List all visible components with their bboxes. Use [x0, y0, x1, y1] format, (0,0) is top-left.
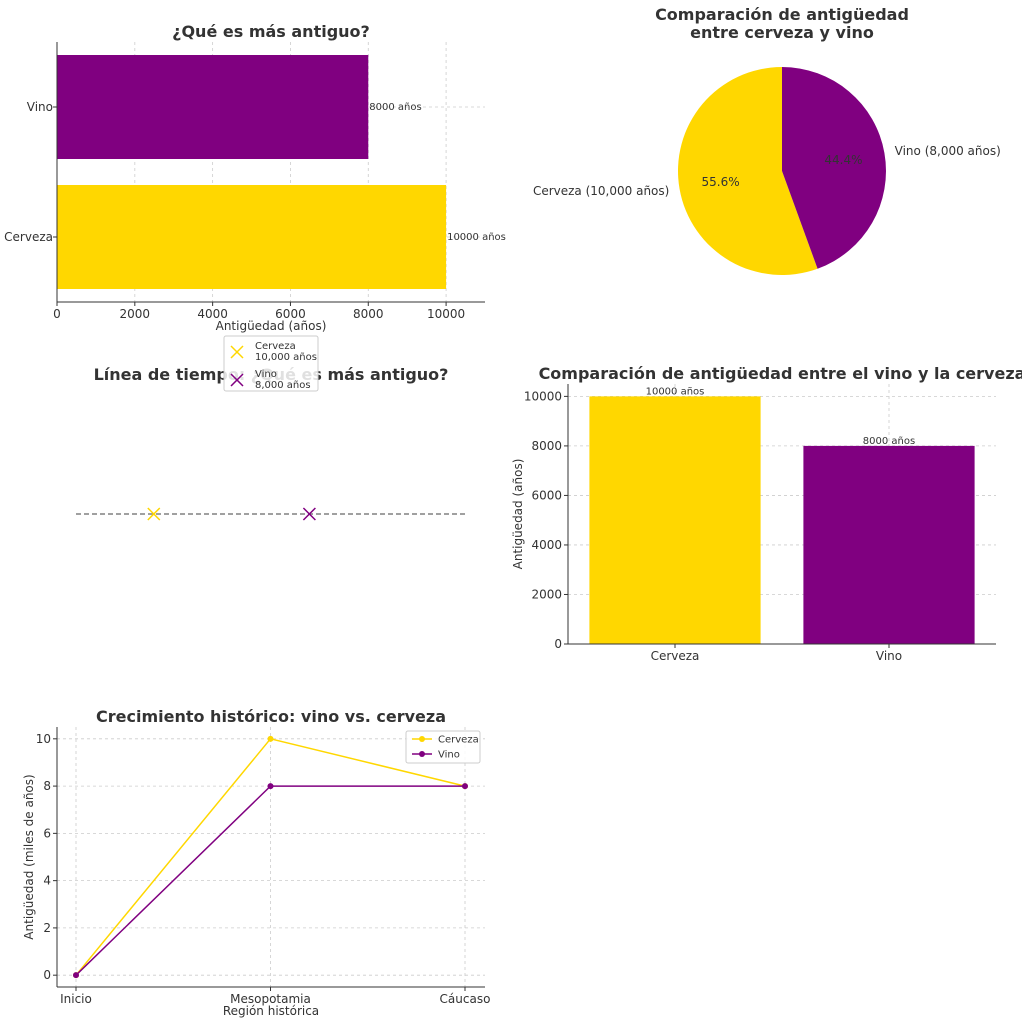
chart4-y-axis-label: Antigüedad (años)	[511, 459, 525, 570]
chart2-pie: 55.6% Cerveza (10,000 años) 44.4% Vino (8,0…	[533, 67, 1001, 276]
chart1-ytick-label-vino: Vino	[27, 100, 53, 114]
chart5-x-axis-label: Región histórica	[223, 1004, 319, 1018]
chart4-vertical-bar: Comparación de antigüedad entre el vino …	[511, 364, 1022, 663]
chart3-marker-vino	[302, 507, 316, 521]
chart3-legend-marker-cerveza	[230, 345, 244, 359]
chart3-legend-marker-vino	[230, 373, 244, 387]
chart3-legend-box	[223, 335, 319, 392]
chart5-xtick-label: Cáucaso	[440, 992, 491, 1006]
chart1-ytick-label-cerveza: Cerveza	[4, 230, 53, 244]
chart4-ytick-label: 0	[554, 637, 562, 651]
chart1-bar-cerveza	[57, 185, 447, 289]
chart4-xtick-label-vino: Vino	[876, 649, 902, 663]
chart5-ytick-label: 4	[43, 874, 51, 888]
chart1-xtick-label: 10000	[427, 307, 465, 321]
chart1-x-axis-label: Antigüedad (años)	[216, 319, 327, 333]
chart5-point-cerveza	[267, 735, 274, 742]
chart5-legend-marker-cerveza	[419, 736, 425, 742]
chart4-data-label-vino: 8000 años	[863, 436, 915, 447]
chart4-ytick-label: 2000	[531, 587, 562, 601]
chart1-xtick-label: 0	[53, 307, 61, 321]
chart5-xtick-label: Inicio	[60, 992, 92, 1006]
chart4-bar-vino	[803, 445, 975, 644]
chart1-bar-vino	[57, 55, 369, 159]
chart2-wedge-cerveza	[678, 67, 818, 276]
chart1-data-label-vino: 8000 años	[369, 102, 421, 113]
chart5-legend-marker-vino	[419, 751, 425, 757]
chart2-percent-label: 55.6%	[701, 175, 739, 189]
chart2-wedge-vino	[782, 67, 886, 269]
chart1-xtick-label: 6000	[275, 307, 306, 321]
chart1-data-label-cerveza: 10000 años	[447, 232, 506, 243]
chart4-ytick-label: 6000	[531, 488, 562, 502]
chart5-ytick-label: 0	[43, 968, 51, 982]
chart3-marker-cerveza	[147, 507, 161, 521]
chart5-ytick-label: 2	[43, 921, 51, 935]
chart5-legend-label-cerveza: Cerveza	[438, 735, 479, 746]
chart5-point-vino	[462, 783, 468, 790]
chart5-ytick-label: 6	[43, 826, 51, 840]
chart5-point-vino	[73, 972, 79, 979]
chart5-y-axis-label: Antigüedad (miles de años)	[22, 774, 36, 939]
chart3-legend-label-vino: Vino	[255, 369, 277, 380]
chart2-wedge-label: Cerveza (10,000 años)	[533, 184, 669, 198]
chart3-legend-label-cerveza: Cerveza	[255, 341, 296, 352]
chart3-timeline: Línea de tiempo: ¿Qué es más antiguo?Cer…	[76, 335, 465, 521]
chart5-ytick-label: 10	[36, 732, 51, 746]
chart2-wedge-label: Vino (8,000 años)	[895, 144, 1001, 158]
chart5-point-vino	[267, 783, 274, 790]
chart2-percent-label: 44.4%	[824, 153, 862, 167]
chart4-xtick-label-cerveza: Cerveza	[651, 649, 700, 663]
chart5-title: Crecimiento histórico: vino vs. cerveza	[96, 707, 446, 726]
chart5-ytick-label: 8	[43, 779, 51, 793]
chart1-xtick-label: 4000	[197, 307, 228, 321]
chart1-horizontal-bar: ¿Qué es más antiguo? 10000 años Cerveza 800…	[4, 22, 506, 333]
chart1-xtick-label: 2000	[120, 307, 151, 321]
chart4-title: Comparación de antigüedad entre el vino …	[539, 364, 1022, 383]
chart5-legend: Cerveza Vino	[405, 730, 481, 764]
chart1-xtick-label: 8000	[353, 307, 384, 321]
chart4-ytick-label: 10000	[524, 389, 562, 403]
chart1-title: ¿Qué es más antiguo?	[172, 22, 370, 41]
chart4-ytick-label: 4000	[531, 538, 562, 552]
chart5-line: Crecimiento histórico: vino vs. cerveza I…	[22, 707, 490, 1018]
chart4-data-label-cerveza: 10000 años	[646, 386, 705, 397]
chart2-title-line-2: entre cerveza y vino	[690, 23, 874, 42]
chart3-legend-label-vino: 8,000 años	[255, 380, 311, 391]
chart5-xtick-label: Mesopotamia	[230, 992, 311, 1006]
chart4-bar-cerveza	[589, 396, 761, 644]
chart2-title-line-1: Comparación de antigüedad	[655, 5, 909, 24]
chart4-ytick-label: 8000	[531, 439, 562, 453]
chart5-legend-label-vino: Vino	[438, 750, 460, 761]
chart3-legend-label-cerveza: 10,000 años	[255, 352, 317, 363]
